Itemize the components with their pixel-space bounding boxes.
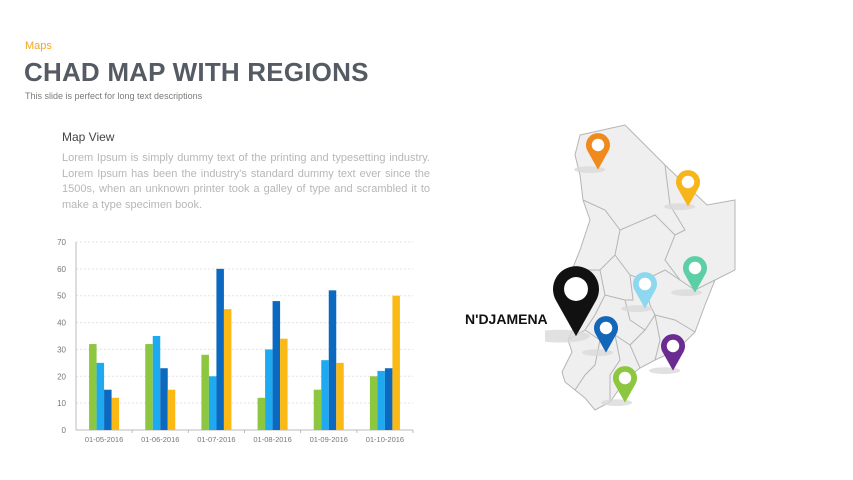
pin-hole [666, 339, 680, 353]
bar [160, 368, 168, 430]
map-pin-icon [676, 170, 700, 207]
region-borders [567, 164, 716, 402]
pin-shadow [545, 329, 590, 343]
bar [384, 368, 393, 430]
region-border [572, 199, 621, 271]
pin-hole [591, 138, 605, 152]
bar [145, 344, 153, 430]
bar [208, 376, 217, 430]
region-border [664, 164, 686, 236]
bar [265, 349, 273, 430]
bar [89, 344, 97, 430]
bar [152, 336, 161, 430]
map-pin-icon [683, 256, 707, 293]
bar [336, 362, 344, 430]
bar [321, 360, 329, 430]
y-tick-label: 70 [57, 238, 66, 247]
pin-green-marker [601, 366, 637, 406]
x-tick-label: 01-06-2016 [141, 435, 179, 444]
bar [377, 370, 385, 430]
pin-hole [681, 175, 695, 189]
pin-shadow [582, 349, 614, 356]
pin-hole [564, 277, 588, 301]
x-tick-label: 01-05-2016 [85, 435, 123, 444]
bar [257, 397, 266, 430]
bar [96, 362, 105, 430]
pin-light-blue-marker [621, 272, 657, 312]
bar-chart: 0 10 20 30 40 50 60 70 01-05-2016 01-06-2016 01-07… [57, 238, 414, 444]
bar [280, 338, 288, 430]
pin-hole [638, 277, 652, 291]
map-pin-icon [661, 334, 685, 371]
pin-yellow-marker [664, 170, 700, 210]
bar [313, 389, 322, 430]
slide-title: CHAD MAP WITH REGIONS [24, 57, 369, 87]
pin-blue-marker [582, 316, 618, 356]
body-paragraph: Lorem Ipsum is simply dummy text of the … [62, 152, 430, 211]
bar [111, 397, 120, 430]
slide-subtitle: This slide is perfect for long text desc… [25, 91, 203, 101]
bar [369, 376, 378, 430]
map-pin-icon [586, 133, 610, 170]
pin-purple-marker [649, 334, 685, 374]
bar [167, 389, 176, 430]
bar [216, 268, 224, 430]
map-pin-icon [633, 272, 657, 309]
pin-teal-marker [671, 256, 707, 296]
bar [392, 295, 400, 430]
bar [328, 290, 337, 430]
y-tick-label: 40 [57, 319, 66, 328]
map-pin-icon [594, 316, 618, 353]
capital-label: N'DJAMENA [465, 311, 548, 327]
region-border [654, 314, 661, 361]
region-border [625, 274, 634, 301]
pin-shadow [601, 399, 633, 406]
kicker-label: Maps [25, 40, 52, 52]
chad-map [545, 124, 736, 411]
bar [272, 301, 281, 430]
pin-hole [688, 261, 702, 275]
pin-shadow [621, 305, 653, 312]
region-border [609, 334, 621, 402]
pin-shadow [664, 203, 696, 210]
x-tick-label: 01-10-2016 [366, 435, 404, 444]
y-tick-label: 0 [62, 426, 67, 435]
x-tick-label: 01-08-2016 [253, 435, 291, 444]
pin-shadow [649, 367, 681, 374]
x-tick-label: 01-09-2016 [310, 435, 348, 444]
x-tick-label: 01-07-2016 [197, 435, 235, 444]
section-heading: Map View [62, 130, 115, 144]
pin-shadow [671, 289, 703, 296]
pin-orange-marker [574, 133, 610, 173]
pin-hole [618, 371, 632, 385]
region-border [629, 344, 641, 369]
y-tick-label: 20 [57, 372, 66, 381]
y-tick-label: 50 [57, 292, 66, 301]
pin-shadow [574, 166, 606, 173]
y-tick-label: 10 [57, 399, 66, 408]
y-tick-label: 30 [57, 345, 66, 354]
bar [104, 389, 112, 430]
bar [223, 309, 232, 430]
pin-hole [599, 321, 613, 335]
map-pin-icon [553, 266, 599, 337]
map-pin-icon [613, 366, 637, 403]
pin-capital-marker [545, 266, 599, 343]
y-tick-label: 60 [57, 265, 66, 274]
bar [201, 354, 209, 430]
